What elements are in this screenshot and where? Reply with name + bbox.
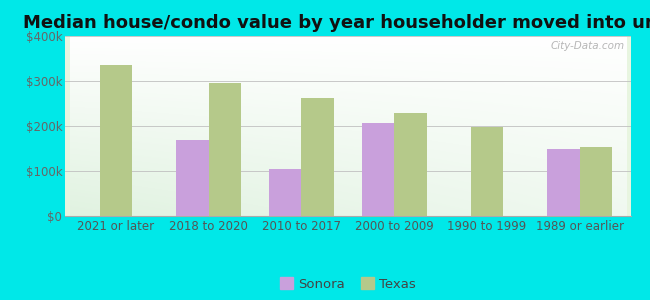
Bar: [99, 65, 132, 216]
Bar: [361, 123, 394, 216]
Bar: [176, 140, 209, 216]
Bar: [269, 169, 302, 216]
Legend: Sonora, Texas: Sonora, Texas: [274, 272, 421, 296]
Bar: [580, 147, 612, 216]
Text: City-Data.com: City-Data.com: [551, 41, 625, 51]
Title: Median house/condo value by year householder moved into unit: Median house/condo value by year househo…: [23, 14, 650, 32]
Bar: [302, 98, 334, 216]
Bar: [547, 149, 580, 216]
Bar: [471, 127, 503, 216]
Bar: [394, 113, 426, 216]
Bar: [209, 83, 241, 216]
